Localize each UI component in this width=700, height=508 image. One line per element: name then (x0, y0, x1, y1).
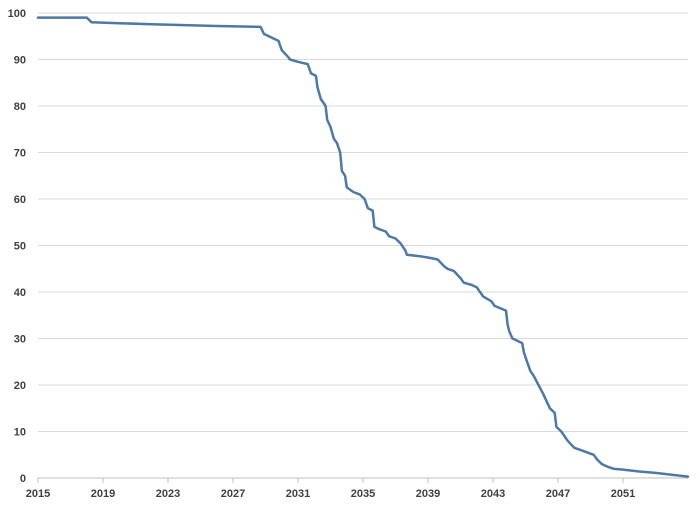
y-tick-label: 80 (14, 101, 26, 113)
x-tick-label: 2051 (611, 488, 635, 500)
y-tick-label: 10 (14, 427, 26, 439)
x-tick-labels: 2015 2019 2023 2027 2031 2035 2039 2043 2047 2051 (26, 488, 635, 500)
x-tick-label: 2047 (546, 488, 570, 500)
y-tick-label: 100 (8, 8, 26, 20)
x-tick-label: 2043 (481, 488, 505, 500)
series-lines (36, 16, 690, 478)
y-tick-labels: 0 10 20 30 40 50 60 70 80 90 100 (8, 8, 26, 485)
y-tick-label: 70 (14, 148, 26, 160)
axes (37, 477, 688, 483)
y-tick-label: 40 (14, 287, 26, 299)
grid-lines (38, 12, 688, 432)
y-tick-label: 90 (14, 55, 26, 67)
x-tick-label: 2031 (286, 488, 310, 500)
y-tick-label: 60 (14, 194, 26, 206)
x-tick-label: 2027 (221, 488, 245, 500)
x-tick-label: 2023 (156, 488, 180, 500)
y-tick-label: 20 (14, 380, 26, 392)
y-tick-label: 30 (14, 334, 26, 346)
x-tick-label: 2035 (351, 488, 375, 500)
x-tick-label: 2019 (91, 488, 115, 500)
x-tick-label: 2039 (416, 488, 440, 500)
y-tick-label: 50 (14, 241, 26, 253)
series-line-0 (36, 16, 690, 478)
y-tick-label: 0 (20, 473, 26, 485)
x-tick-label: 2015 (26, 488, 50, 500)
